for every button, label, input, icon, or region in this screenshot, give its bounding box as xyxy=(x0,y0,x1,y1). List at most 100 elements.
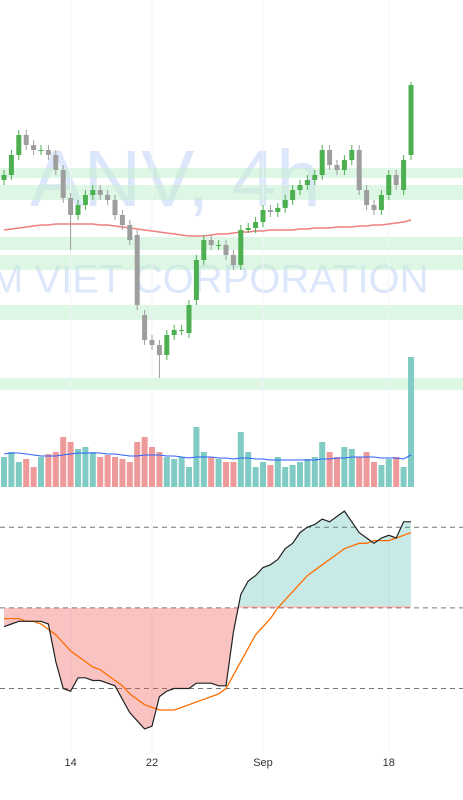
volume-bar xyxy=(334,457,340,487)
candle-body xyxy=(216,245,222,246)
volume-bar xyxy=(363,452,370,487)
volume-bar xyxy=(89,452,96,487)
candle-body xyxy=(179,330,185,331)
candle-body xyxy=(260,210,266,222)
candle-body xyxy=(304,180,310,185)
candle-body xyxy=(119,215,125,225)
moving-average xyxy=(3,219,412,237)
volume-bar xyxy=(326,452,333,487)
candle-body xyxy=(60,170,66,198)
volume-bar xyxy=(245,452,252,487)
candle-body xyxy=(208,240,214,245)
candle-body xyxy=(142,315,148,340)
candle-body xyxy=(156,345,162,355)
oscillator-k xyxy=(3,510,411,730)
volume-bar xyxy=(400,467,407,487)
candle-body xyxy=(401,160,407,190)
volume-bar xyxy=(356,457,363,487)
candle-body xyxy=(105,195,111,200)
candle-body xyxy=(290,190,296,200)
volume-bar xyxy=(385,459,392,487)
candle-body xyxy=(275,208,281,212)
volume-bar xyxy=(186,467,192,487)
candle-body xyxy=(23,135,29,145)
candle-body xyxy=(386,175,392,195)
oscillator-fill-below xyxy=(4,606,411,729)
candle-body xyxy=(16,135,22,155)
candle-body xyxy=(282,200,288,208)
candle-body xyxy=(1,175,7,180)
volume-bar xyxy=(104,455,111,487)
candle-body xyxy=(149,340,155,345)
volume-bar xyxy=(82,447,89,487)
volume-bar xyxy=(119,459,126,487)
volume-bar xyxy=(171,459,178,487)
volume-bar xyxy=(408,357,414,487)
volume-bar xyxy=(289,465,296,487)
volume-bar xyxy=(230,462,237,487)
candle-body xyxy=(327,150,333,165)
volume-bar xyxy=(311,457,318,487)
volume-bar xyxy=(260,462,266,487)
candle-body xyxy=(393,175,399,185)
candle-body xyxy=(68,198,74,215)
volume-bar xyxy=(30,467,37,487)
candle-body xyxy=(201,240,207,260)
candle-body xyxy=(245,228,251,230)
volume-bar xyxy=(223,462,229,487)
volume-bar xyxy=(38,457,44,487)
candle-body xyxy=(364,190,370,205)
candle-body xyxy=(238,230,244,265)
volume-bar xyxy=(304,459,311,487)
volume-bar xyxy=(126,462,133,487)
candle-body xyxy=(97,190,103,195)
candle-body xyxy=(45,150,51,155)
candle-body xyxy=(8,155,14,175)
volume-ma xyxy=(3,452,412,461)
volume-bar xyxy=(75,449,81,487)
candle-body xyxy=(356,150,362,190)
volume-bar xyxy=(23,459,30,487)
candle-body xyxy=(31,145,37,150)
volume-bar xyxy=(97,457,104,487)
candle-body xyxy=(334,165,340,170)
x-tick-label: 14 xyxy=(64,757,76,769)
volume-bar xyxy=(208,457,215,487)
candle-body xyxy=(82,195,88,205)
volume-bar xyxy=(200,452,207,487)
candle-body xyxy=(319,150,325,175)
candle-body xyxy=(134,235,140,305)
volume-bar xyxy=(267,465,274,487)
zone xyxy=(0,378,463,390)
volume-bar xyxy=(348,449,355,487)
candle-body xyxy=(312,175,318,180)
volume-bar xyxy=(52,452,59,487)
candle-body xyxy=(408,85,414,155)
volume-bar xyxy=(297,462,303,487)
volume-bar xyxy=(112,457,118,487)
candle-body xyxy=(112,200,118,215)
zone xyxy=(0,185,463,200)
x-tick-label: 18 xyxy=(383,757,395,769)
volume-bar xyxy=(393,457,400,487)
volume-bar xyxy=(60,437,67,487)
zone xyxy=(0,305,463,320)
candle-body xyxy=(349,150,355,160)
volume-bar xyxy=(371,462,377,487)
volume-bar xyxy=(1,457,7,487)
volume-bar xyxy=(156,452,163,487)
volume-bar xyxy=(237,432,244,487)
volume-bar xyxy=(67,442,74,487)
oscillator-fill-above xyxy=(238,511,411,606)
volume-bar xyxy=(341,447,348,487)
candle-body xyxy=(341,160,347,170)
candle-body xyxy=(230,255,236,265)
candle-body xyxy=(378,195,384,210)
candle-body xyxy=(171,330,177,335)
zone xyxy=(0,168,463,178)
candle-body xyxy=(127,225,133,240)
x-tick-label: 22 xyxy=(146,757,158,769)
candle-body xyxy=(267,210,273,212)
oscillator-d xyxy=(4,531,412,711)
